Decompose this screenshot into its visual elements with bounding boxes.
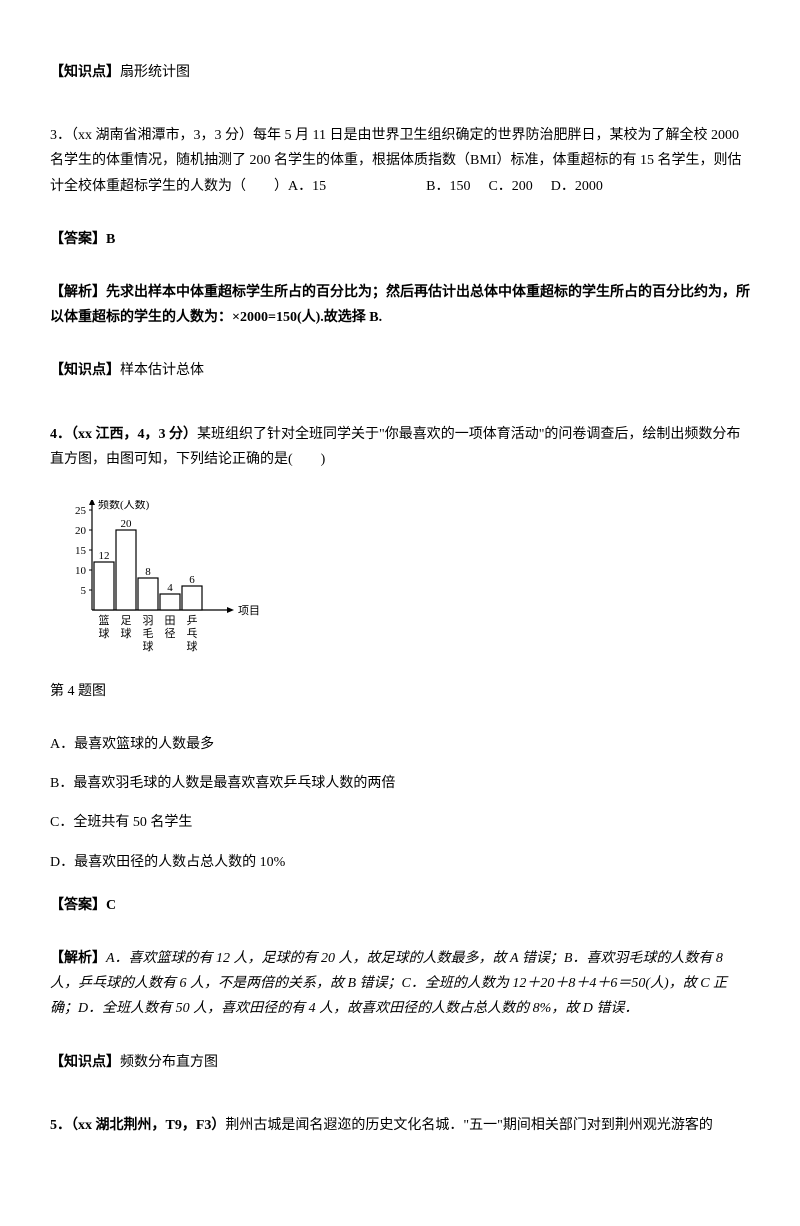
svg-text:篮: 篮 [99, 613, 110, 627]
q4-optC: C．全班共有 50 名学生 [50, 810, 750, 835]
bar-chart-svg: 510152025频数(人数)项目12篮球20足球8羽毛球4田径6乒乓球 [58, 500, 278, 665]
q3-optC: C．200 [488, 179, 532, 194]
kp-label: 【知识点】 [50, 65, 120, 80]
svg-text:15: 15 [75, 545, 87, 557]
q5-num: 5． [50, 1118, 71, 1133]
svg-text:毛: 毛 [143, 627, 154, 640]
svg-text:项目: 项目 [238, 604, 260, 617]
q5-source: （xx 湖北荆州，T9，F3） [71, 1118, 225, 1133]
q3-optD: D．2000 [551, 179, 603, 194]
kp-label: 【知识点】 [50, 1055, 120, 1070]
svg-text:乒: 乒 [187, 614, 198, 627]
exp-text: 先求出样本中体重超标学生所占的百分比为；然后再估计出总体中体重超标的学生所占的百… [50, 285, 750, 325]
svg-text:20: 20 [75, 525, 87, 537]
q4-optD: D．最喜欢田径的人数占总人数的 10% [50, 850, 750, 875]
svg-text:羽: 羽 [143, 615, 154, 627]
svg-text:径: 径 [165, 627, 176, 640]
knowledge-point-1: 【知识点】扇形统计图 [50, 60, 750, 85]
q4-explanation: 【解析】A．喜欢篮球的有 12 人，足球的有 20 人，故足球的人数最多，故 A… [50, 946, 750, 1022]
svg-text:25: 25 [75, 505, 87, 517]
svg-text:5: 5 [81, 585, 87, 597]
q5-body: 荆州古城是闻名遐迩的历史文化名城．"五一"期间相关部门对到荆州观光游客的 [225, 1118, 712, 1133]
kp-text: 扇形统计图 [120, 65, 190, 80]
svg-text:球: 球 [121, 626, 132, 640]
ans-text: C [106, 898, 116, 913]
svg-text:足: 足 [121, 615, 132, 627]
svg-text:20: 20 [121, 518, 133, 530]
ans-label: 【答案】 [50, 898, 106, 913]
svg-text:球: 球 [187, 639, 198, 653]
q3-optB: B．150 [426, 179, 470, 194]
q4-stem: 4．（xx 江西，4，3 分）某班组织了针对全班同学关于"你最喜欢的一项体育活动… [50, 422, 750, 472]
chart-caption: 第 4 题图 [50, 679, 750, 704]
ans-label: 【答案】 [50, 232, 106, 247]
question-4: 4．（xx 江西，4，3 分）某班组织了针对全班同学关于"你最喜欢的一项体育活动… [50, 422, 750, 472]
question-5: 5．（xx 湖北荆州，T9，F3）荆州古城是闻名遐迩的历史文化名城．"五一"期间… [50, 1113, 750, 1138]
q4-optA: A．最喜欢篮球的人数最多 [50, 732, 750, 757]
svg-text:10: 10 [75, 565, 87, 577]
q4-source: （xx 江西，4，3 分） [71, 427, 197, 442]
bar-chart: 510152025频数(人数)项目12篮球20足球8羽毛球4田径6乒乓球 [50, 500, 750, 665]
kp-label: 【知识点】 [50, 363, 120, 378]
q3-num: 3． [50, 128, 71, 143]
q3-source: （xx 湖南省湘潭市，3，3 分） [71, 128, 253, 143]
svg-text:4: 4 [167, 582, 173, 594]
exp-label: 【解析】 [50, 285, 106, 300]
q3-explanation: 【解析】先求出样本中体重超标学生所占的百分比为；然后再估计出总体中体重超标的学生… [50, 280, 750, 330]
svg-text:田: 田 [165, 615, 176, 627]
q3-answer: 【答案】B [50, 227, 750, 252]
q4-num: 4． [50, 427, 71, 442]
svg-text:8: 8 [145, 566, 151, 578]
question-3: 3．（xx 湖南省湘潭市，3，3 分）每年 5 月 11 日是由世界卫生组织确定… [50, 123, 750, 199]
q3-kp: 【知识点】样本估计总体 [50, 358, 750, 383]
svg-text:球: 球 [143, 639, 154, 653]
svg-text:频数(人数): 频数(人数) [98, 500, 150, 511]
ans-text: B [106, 232, 115, 247]
svg-text:球: 球 [99, 626, 110, 640]
q4-kp: 【知识点】频数分布直方图 [50, 1050, 750, 1075]
q4-optB: B．最喜欢羽毛球的人数是最喜欢喜欢乒乓球人数的两倍 [50, 771, 750, 796]
kp-text: 频数分布直方图 [120, 1055, 218, 1070]
q4-answer: 【答案】C [50, 893, 750, 918]
svg-text:6: 6 [189, 574, 195, 586]
exp-label: 【解析】 [50, 951, 106, 966]
svg-text:12: 12 [99, 550, 110, 562]
exp-body: A．喜欢篮球的有 12 人，足球的有 20 人，故足球的人数最多，故 A 错误；… [50, 951, 727, 1016]
kp-text: 样本估计总体 [120, 363, 204, 378]
svg-text:乓: 乓 [187, 627, 198, 640]
q3-stem: 3．（xx 湖南省湘潭市，3，3 分）每年 5 月 11 日是由世界卫生组织确定… [50, 123, 750, 199]
